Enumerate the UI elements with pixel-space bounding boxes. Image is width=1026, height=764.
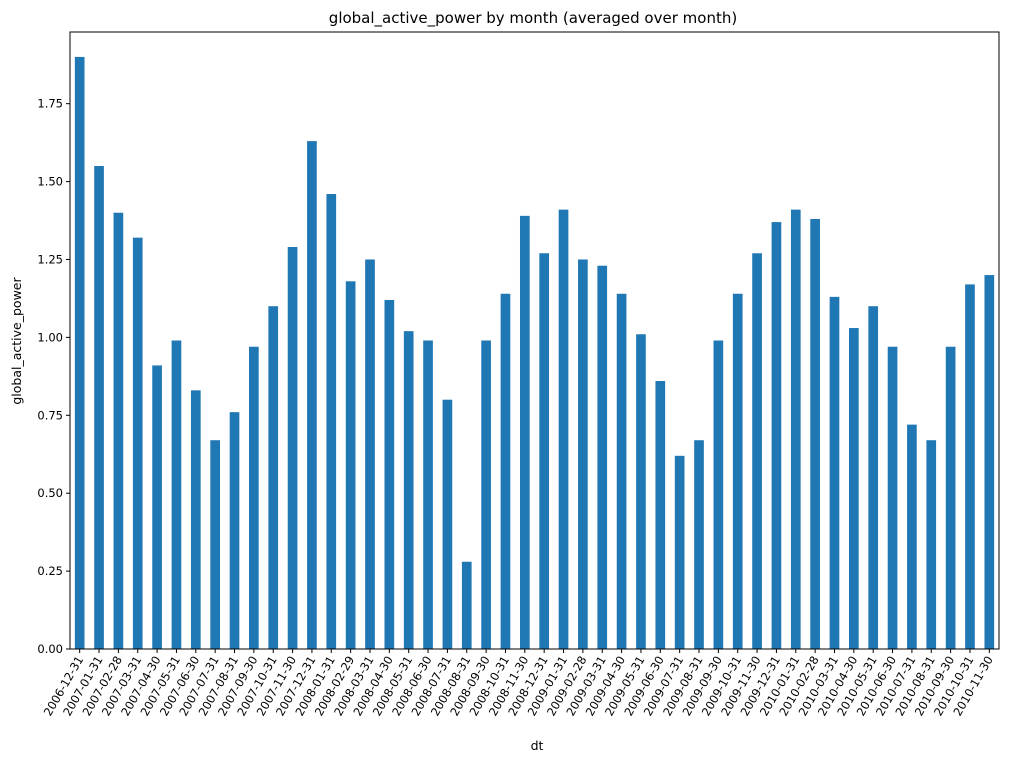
- bars-group: [74, 56, 995, 650]
- bar-2007-03-31: [132, 237, 143, 649]
- bar-2007-06-30: [190, 390, 201, 649]
- bar-2007-02-28: [113, 212, 124, 650]
- bar-2008-09-30: [481, 340, 491, 649]
- bar-2008-02-29: [345, 281, 356, 649]
- bar-2010-01-31: [790, 209, 801, 649]
- bar-2007-10-31: [268, 306, 279, 649]
- bar-2010-05-31: [868, 306, 879, 649]
- bar-2010-11-30: [984, 275, 995, 649]
- bar-2009-06-30: [655, 381, 666, 649]
- bar-2008-10-31: [500, 293, 511, 649]
- bar-2007-04-30: [152, 365, 162, 649]
- bar-2007-01-31: [94, 165, 104, 650]
- bar-2009-10-31: [732, 293, 743, 649]
- plot-frame: [69, 31, 1000, 650]
- y-tick-label: 1.50: [37, 175, 63, 189]
- bar-2006-12-31: [74, 56, 85, 649]
- bar-2009-02-28: [578, 259, 588, 649]
- bar-2009-08-31: [694, 440, 704, 649]
- bar-2010-02-28: [810, 218, 820, 649]
- bar-2008-07-31: [442, 399, 453, 649]
- y-tick-label: 0.25: [37, 564, 63, 578]
- y-axis: 0.00 0.25 0.50 0.75 1.00 1.25 1.50 1.75: [37, 97, 70, 656]
- y-tick-label: 0.50: [37, 486, 63, 500]
- bar-2010-10-31: [965, 284, 975, 649]
- bar-2007-12-31: [307, 141, 317, 649]
- bar-2008-04-30: [384, 299, 395, 649]
- y-tick-label: 1.00: [37, 330, 63, 344]
- bar-2010-06-30: [887, 346, 898, 649]
- bar-2007-11-30: [287, 247, 298, 650]
- bar-2010-03-31: [829, 296, 840, 649]
- y-axis-label: global_active_power: [9, 277, 24, 405]
- bar-2009-01-31: [558, 209, 569, 649]
- bar-2007-08-31: [229, 412, 240, 649]
- bar-2009-09-30: [713, 340, 724, 649]
- bar-2009-12-31: [771, 222, 782, 649]
- y-tick-label: 1.75: [37, 97, 63, 111]
- chart-title: global_active_power by month (averaged o…: [329, 9, 737, 28]
- bar-2009-03-31: [597, 265, 608, 649]
- bar-2007-09-30: [249, 346, 259, 649]
- bar-2008-12-31: [539, 253, 550, 649]
- bar-2007-07-31: [210, 440, 220, 649]
- bar-2010-04-30: [849, 328, 859, 649]
- bar-2009-05-31: [636, 334, 646, 649]
- x-axis: 2006-12-312007-01-312007-02-282007-03-31…: [41, 649, 996, 718]
- bar-2008-11-30: [519, 215, 530, 650]
- bar-2008-08-31: [461, 561, 472, 649]
- y-tick-label: 0.00: [37, 642, 63, 656]
- y-tick-label: 0.75: [37, 408, 63, 422]
- y-tick-label: 1.25: [37, 252, 63, 266]
- bar-2009-07-31: [674, 455, 685, 649]
- bar-2008-06-30: [423, 340, 433, 649]
- bar-2010-07-31: [907, 424, 917, 649]
- bar-2008-01-31: [326, 194, 337, 649]
- x-axis-label: dt: [531, 738, 544, 753]
- bar-2008-03-31: [365, 259, 375, 649]
- bar-2009-04-30: [616, 293, 627, 649]
- bar-2007-05-31: [171, 340, 182, 649]
- bar-2010-09-30: [945, 346, 956, 649]
- bar-2008-05-31: [403, 331, 414, 649]
- bar-2009-11-30: [752, 253, 762, 649]
- bar-2010-08-31: [926, 440, 937, 649]
